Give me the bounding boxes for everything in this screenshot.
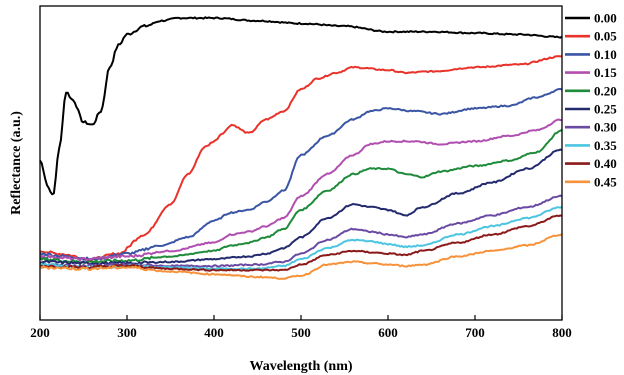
legend-label: 0.15: [594, 65, 617, 80]
series-line-0-25: [40, 150, 562, 265]
legend-label: 0.40: [594, 156, 617, 171]
legend-label: 0.25: [594, 102, 617, 117]
legend: 0.00 0.05 0.10 0.15 0.20 0.25 0.30 0.35 0.40 0.45: [565, 11, 617, 190]
series-line-0-05: [40, 56, 562, 260]
legend-label: 0.35: [594, 138, 617, 153]
series-line-0-10: [40, 89, 562, 260]
x-tick-label: 200: [30, 325, 50, 340]
y-axis-label: Reflectance (a.u.): [9, 111, 24, 215]
x-tick-label: 800: [552, 325, 572, 340]
x-axis-ticks: 200 300 400 500 600 700 800: [30, 315, 572, 340]
x-tick-label: 400: [204, 325, 224, 340]
plot-frame: [40, 6, 562, 320]
x-tick-label: 700: [465, 325, 485, 340]
series-line-0-00: [40, 17, 562, 194]
legend-label: 0.30: [594, 120, 617, 135]
x-tick-label: 300: [117, 325, 137, 340]
legend-label: 0.00: [594, 11, 617, 26]
legend-label: 0.45: [594, 174, 617, 189]
plot-lines: [40, 17, 562, 279]
legend-label: 0.20: [594, 83, 617, 98]
series-line-0-15: [40, 120, 562, 261]
legend-label: 0.05: [594, 29, 617, 44]
x-axis-label: Wavelength (nm): [249, 359, 352, 374]
legend-label: 0.10: [594, 47, 617, 62]
x-tick-label: 600: [378, 325, 398, 340]
x-tick-label: 500: [291, 325, 311, 340]
